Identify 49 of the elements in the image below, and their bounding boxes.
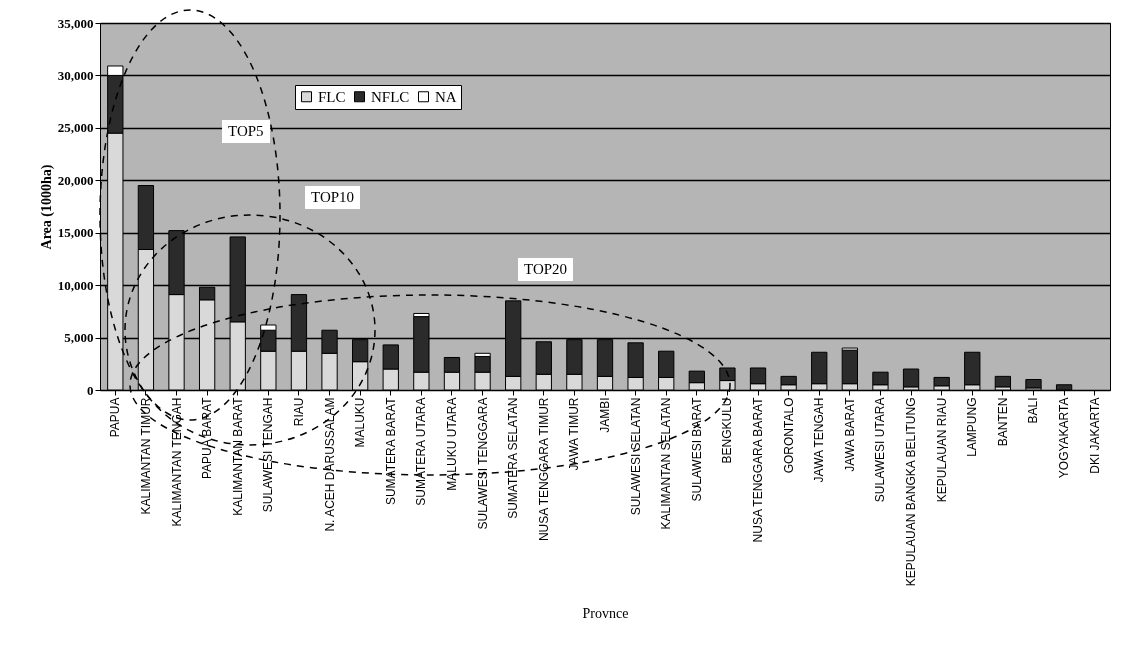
x-tick-label: LAMPUNG: [965, 397, 980, 457]
x-tick-label: SUMATERA SELATAN: [506, 397, 521, 519]
x-tick-label: KEPULAUAN RIAU: [934, 397, 949, 503]
x-tick-label: JAMBI: [598, 397, 612, 433]
x-tick-label: KALIMANTAN TIMUR: [138, 397, 153, 515]
y-tick-label: 35,000: [57, 15, 94, 31]
x-tick-label: JAWA TIMUR: [567, 397, 582, 471]
x-tick-label: JAWA BARAT: [842, 396, 857, 472]
x-tick-label: GORONTALO: [781, 397, 796, 474]
x-tick-label: SULAWESI UTARA: [873, 397, 888, 503]
x-tick-label: YOGYAKARTA: [1057, 397, 1072, 479]
x-tick-label: SUMATERA BARAT: [383, 396, 398, 506]
x-tick-label: NUSA TENGGARA TIMUR: [536, 397, 551, 542]
legend-label: FLC: [318, 88, 346, 105]
x-axis-title: Provnce: [582, 605, 629, 621]
x-tick-label: MALUKU UTARA: [444, 397, 459, 491]
y-tick-label: 10,000: [57, 277, 94, 293]
x-tick-label: SULAWESI TENGGARA: [475, 397, 490, 530]
annotation: TOP20: [518, 258, 574, 281]
y-tick-label: 30,000: [57, 67, 94, 83]
x-tick-label: SULAWESI SELATAN: [628, 397, 643, 516]
legend-label: NFLC: [371, 88, 410, 105]
y-tick-label: 15,000: [57, 225, 94, 241]
x-tick-label: KEPULAUAN BANGKA BELITUNG: [904, 397, 919, 587]
x-tick-label: NUSA TENGGARA BARAT: [751, 396, 766, 543]
x-tick-label: BANTEN: [995, 397, 1010, 447]
x-tick-label: KALIMANTAN TENGAH: [169, 397, 184, 527]
y-axis-title: Area (1000ha): [38, 164, 55, 250]
x-tick-label: KALIMANTAN SELATAN: [659, 397, 674, 530]
annotation: TOP10: [305, 186, 361, 209]
x-tick-label: PAPUA BARAT: [200, 396, 215, 480]
x-tick-label: N. ACEH DARUSSALAM: [322, 397, 337, 532]
x-tick-label: SULAWESI TENGAH: [261, 397, 276, 513]
y-tick-label: 20,000: [57, 172, 94, 188]
y-tick-label: 5,000: [64, 330, 94, 346]
x-tick-label: MALUKU: [353, 397, 368, 448]
y-tick-label: 0: [87, 382, 94, 398]
x-tick-label: JAWA TENGAH: [812, 397, 827, 483]
x-tick-label: PAPUA: [108, 397, 123, 438]
y-tick-label: 25,000: [57, 120, 94, 136]
x-tick-label: KALIMANTAN BARAT: [230, 396, 245, 516]
x-tick-label: DKI JAKARTA: [1087, 397, 1102, 474]
x-tick-label: BALI: [1026, 397, 1041, 424]
x-tick-label: SULAWESI BARAT: [689, 396, 704, 502]
legend-label: NA: [435, 88, 457, 105]
x-tick-label: BENGKULU: [720, 397, 735, 464]
x-tick-label: RIAU: [291, 397, 306, 427]
x-tick-label: SUMATERA UTARA: [414, 397, 429, 506]
annotation: TOP5: [222, 120, 270, 143]
